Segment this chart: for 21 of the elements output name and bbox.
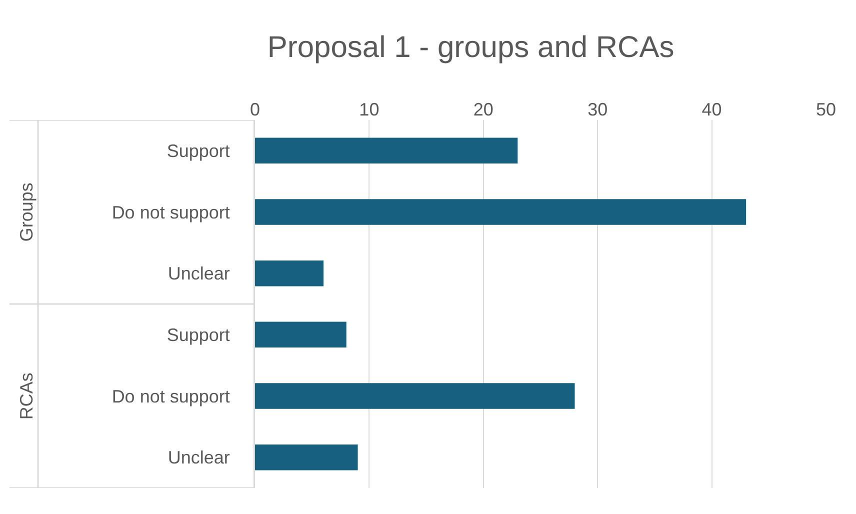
y-tick-label: Unclear [168,448,230,468]
bar [255,260,324,286]
chart-title: Proposal 1 - groups and RCAs [267,30,674,64]
y-tick-label: Support [166,324,230,345]
x-tick-label: 20 [473,99,494,120]
x-tick-label: 0 [250,99,260,120]
x-tick-label: 10 [359,99,380,120]
bar [255,199,746,225]
text: Groups [16,182,37,242]
x-tick-label: 40 [702,99,722,120]
y-tick-label: Do not support [112,386,230,406]
bar [255,444,358,470]
bar [255,322,346,348]
y-tick-label: Do not support [112,202,230,222]
y-tick-label: Support [166,140,230,161]
x-tick-label: 30 [588,99,608,120]
text: RCAs [16,372,37,420]
bar [255,383,575,409]
x-tick-label: 50 [816,99,836,120]
y-tick-label: Unclear [168,264,230,284]
bar [255,138,518,164]
